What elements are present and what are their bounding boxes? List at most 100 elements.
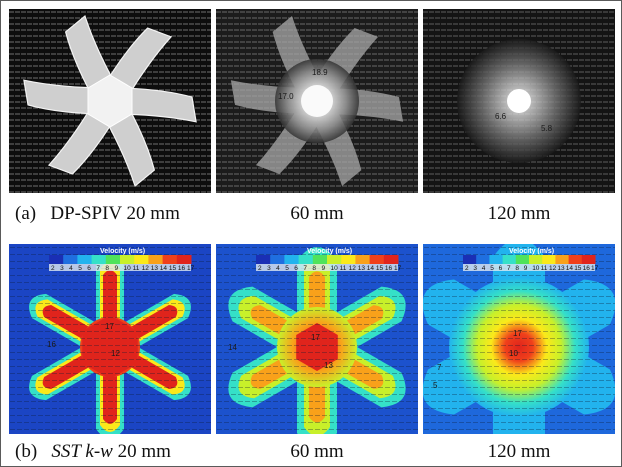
- panel-cfd-60mm: Velocity (m/s) 2 3 4 5 6 7 8 9 10 11 12 13 14 15 16 17 14…: [216, 244, 418, 434]
- colorbar-tick: 12: [142, 265, 150, 272]
- colorbar-tick: 6: [499, 265, 503, 272]
- colorbar-tick: 15: [169, 265, 177, 272]
- colorbar-swatch: [134, 255, 149, 264]
- colorbar-tick: 15: [376, 265, 384, 272]
- colorbar-tick: 2: [465, 265, 469, 272]
- colorbar-swatch: [489, 255, 504, 264]
- colorbar-tick: 9: [321, 265, 325, 272]
- contour-label: 17: [513, 329, 522, 338]
- colorbar-tick: 3: [267, 265, 271, 272]
- colorbar-swatch: [555, 255, 570, 264]
- colorbar-tick: 5: [285, 265, 289, 272]
- colorbar-tick: 8: [515, 265, 519, 272]
- colorbar-swatch: [284, 255, 300, 264]
- contour-label: 14: [228, 343, 237, 352]
- colorbar-swatch: [91, 255, 107, 264]
- colorbar-swatch: [148, 255, 164, 264]
- colorbar-tick: 13: [151, 265, 159, 272]
- colorbar-tick: 8: [312, 265, 316, 272]
- colorbar-swatch: [63, 255, 78, 264]
- contour-label: 5.8: [541, 124, 553, 133]
- colorbar-swatch: [105, 255, 121, 264]
- colorbar-tick: 6: [87, 265, 91, 272]
- colorbar-swatch: [476, 255, 490, 264]
- caption-120mm: 120 mm: [487, 203, 551, 224]
- colorbar-tick: 7: [507, 265, 511, 272]
- contour-label: 6.6: [495, 112, 507, 121]
- colorbar-tick: 12: [349, 265, 357, 272]
- contour-label: 16: [47, 340, 56, 349]
- contour-label: 10: [509, 349, 518, 358]
- colorbar-tick: 4: [482, 265, 486, 272]
- contour-label: 5: [433, 381, 438, 390]
- row-label-a: (a): [15, 203, 37, 224]
- caption-model: SST k-w: [51, 441, 113, 462]
- caption-b-60mm: 60 mm: [290, 441, 344, 462]
- colorbar-swatch: [77, 255, 93, 264]
- caption-b-20mm: 20 mm: [112, 441, 171, 462]
- caption-b-120mm: 120 mm: [487, 441, 551, 462]
- colorbar-tick: 11: [541, 265, 548, 272]
- colorbar-tick: 16: [583, 265, 591, 272]
- colorbar-tick: 15: [574, 265, 582, 272]
- colorbar-title: Velocity (m/s): [509, 248, 554, 255]
- colorbar-swatch: [327, 255, 342, 264]
- colorbar-swatch: [383, 255, 399, 264]
- colorbar-swatch: [49, 255, 64, 264]
- colorbar-tick: 10: [532, 265, 540, 272]
- panel-piv-60mm: 18.9 17.0: [216, 9, 418, 193]
- colorbar-swatch: [463, 255, 477, 264]
- panel-cfd-20mm: Velocity (m/s) 2 3 4 5 6 7 8 9 10 11 12 13 14 15 16 17 16…: [9, 244, 211, 434]
- contour-label: 17.0: [278, 92, 294, 101]
- colorbar-tick: 6: [294, 265, 298, 272]
- colorbar-swatch: [176, 255, 192, 264]
- colorbar-tick: 3: [60, 265, 64, 272]
- colorbar-swatch: [270, 255, 285, 264]
- colorbar-tick: 8: [105, 265, 109, 272]
- contour-label: 12: [111, 349, 120, 358]
- colorbar-tick: 11: [133, 265, 140, 272]
- colorbar-tick: 17: [187, 265, 195, 272]
- contour-label: 18.9: [312, 68, 328, 77]
- colorbar-tick: 7: [303, 265, 307, 272]
- colorbar-swatch: [256, 255, 271, 264]
- colorbar-tick: 17: [394, 265, 402, 272]
- colorbar-swatch: [502, 255, 517, 264]
- contour-label: 17: [105, 322, 114, 331]
- contour-label: 13: [324, 361, 333, 370]
- colorbar-swatch: [341, 255, 356, 264]
- colorbar-tick: 2: [258, 265, 262, 272]
- colorbar-tick: 14: [160, 265, 168, 272]
- caption-row-b: (b) SST k-w 20 mm: [15, 441, 171, 463]
- colorbar-title: Velocity (m/s): [307, 248, 352, 255]
- colorbar-swatch: [581, 255, 596, 264]
- colorbar-tick: 16: [385, 265, 393, 272]
- colorbar-swatch: [312, 255, 328, 264]
- colorbar-tick: 4: [69, 265, 73, 272]
- contour-label: 7: [437, 363, 442, 372]
- colorbar-tick: 5: [78, 265, 82, 272]
- colorbar-tick: 14: [367, 265, 375, 272]
- colorbar-tick: 3: [473, 265, 477, 272]
- colorbar-title: Velocity (m/s): [100, 248, 145, 255]
- colorbar-tick: 4: [276, 265, 280, 272]
- caption-row-a: (a) DP-SPIV 20 mm: [15, 203, 180, 225]
- panel-piv-120mm: 6.6 5.8: [423, 9, 615, 193]
- colorbar-swatch: [515, 255, 530, 264]
- colorbar-tick: 13: [557, 265, 565, 272]
- colorbar-swatch: [568, 255, 583, 264]
- colorbar-swatch: [355, 255, 371, 264]
- colorbar-tick: 16: [178, 265, 186, 272]
- caption-60mm: 60 mm: [290, 203, 344, 224]
- colorbar-tick: 11: [340, 265, 347, 272]
- caption-20mm: DP-SPIV 20 mm: [50, 203, 180, 224]
- colorbar-swatch: [542, 255, 556, 264]
- colorbar-swatch: [162, 255, 178, 264]
- panel-cfd-120mm: Velocity (m/s) 2 3 4 5 6 7 8 9 10 11 12 13 14 15 16 17 17…: [423, 244, 615, 434]
- colorbar-swatch: [298, 255, 314, 264]
- colorbar-tick: 14: [566, 265, 574, 272]
- colorbar-tick: 10: [331, 265, 339, 272]
- row-label-b: (b): [15, 441, 38, 462]
- colorbar-tick: 5: [490, 265, 494, 272]
